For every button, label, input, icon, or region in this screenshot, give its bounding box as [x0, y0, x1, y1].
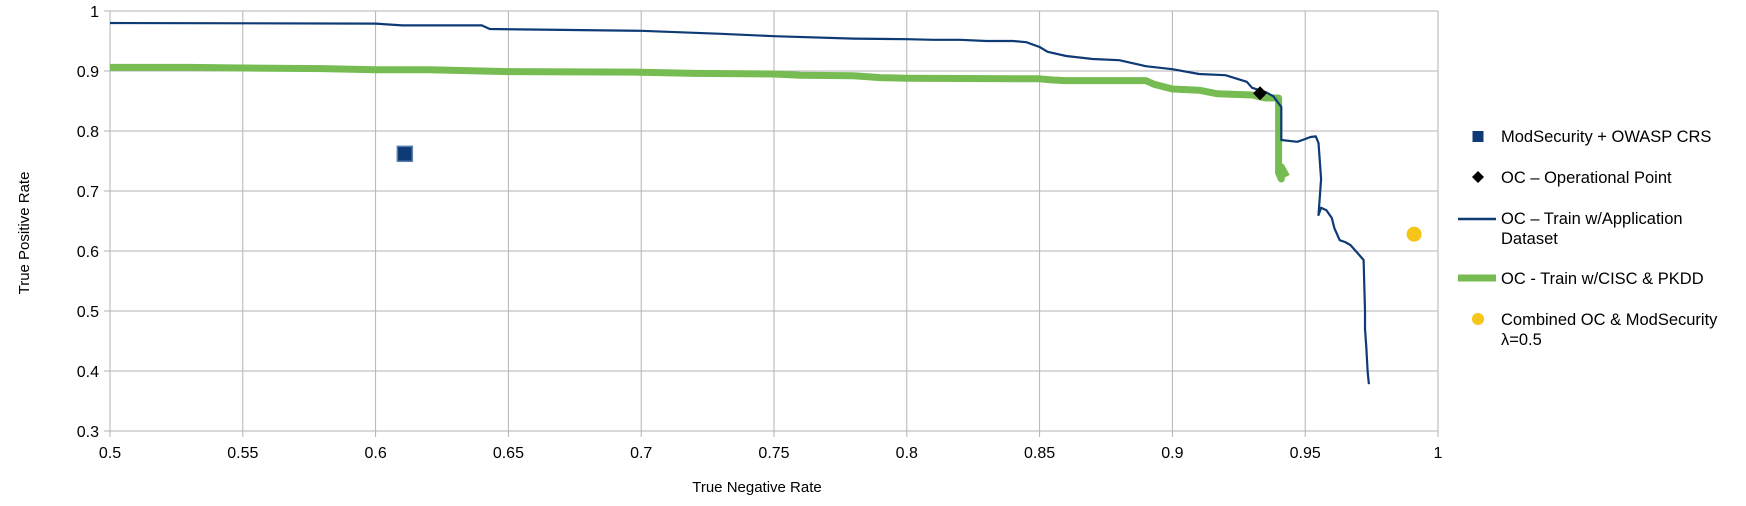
y-tick-label: 0.7: [77, 184, 99, 201]
legend-item-app-dataset: OC – Train w/Application Dataset: [1458, 210, 1683, 248]
legend-label-line2: Dataset: [1501, 230, 1558, 248]
legend-item-combined: Combined OC & ModSecurity λ=0.5: [1472, 311, 1718, 349]
legend-label: OC - Train w/CISC & PKDD: [1501, 270, 1704, 288]
legend-circle-marker: [1472, 313, 1484, 325]
y-axis-ticks: 0.3 0.4 0.5 0.6 0.7 0.8 0.9 1: [77, 4, 110, 441]
legend-item-modsecurity: ModSecurity + OWASP CRS: [1472, 128, 1711, 146]
x-tick-label: 0.6: [364, 445, 386, 462]
x-tick-label: 0.8: [896, 445, 918, 462]
legend-label: OC – Train w/Application: [1501, 210, 1683, 228]
legend-label-line2: λ=0.5: [1501, 331, 1542, 349]
point-operational: [1253, 86, 1268, 101]
y-tick-label: 0.9: [77, 64, 99, 81]
x-tick-label: 0.55: [227, 445, 258, 462]
point-modsecurity: [396, 145, 414, 163]
x-axis-title: True Negative Rate: [692, 479, 822, 496]
x-tick-label: 0.7: [630, 445, 652, 462]
y-tick-label: 1: [90, 4, 99, 21]
x-tick-label: 0.95: [1290, 445, 1321, 462]
legend-label: ModSecurity + OWASP CRS: [1501, 128, 1711, 146]
legend: ModSecurity + OWASP CRS OC – Operational…: [1458, 128, 1718, 349]
x-tick-label: 0.65: [493, 445, 524, 462]
x-axis-ticks: 0.5 0.55 0.6 0.65 0.7 0.75 0.8 0.85 0.9 0.95 1: [99, 431, 1443, 462]
x-tick-label: 0.9: [1161, 445, 1183, 462]
series-layer: [109, 21, 1422, 385]
legend-item-cisc-pkdd: OC - Train w/CISC & PKDD: [1458, 270, 1704, 288]
x-tick-label: 0.75: [758, 445, 789, 462]
series-line-cisc-pkdd: [110, 63, 1290, 183]
legend-item-operational-point: OC – Operational Point: [1472, 169, 1672, 187]
x-tick-label: 0.5: [99, 445, 121, 462]
x-tick-label: 1: [1434, 445, 1443, 462]
legend-label: Combined OC & ModSecurity: [1501, 311, 1718, 329]
y-axis-title: True Positive Rate: [16, 172, 33, 295]
point-combined: [1406, 226, 1422, 242]
y-tick-label: 0.4: [77, 364, 99, 381]
y-tick-label: 0.5: [77, 304, 99, 321]
legend-diamond-marker: [1472, 171, 1484, 183]
legend-label: OC – Operational Point: [1501, 169, 1672, 187]
y-tick-label: 0.3: [77, 424, 99, 441]
y-tick-label: 0.8: [77, 124, 99, 141]
legend-square-marker: [1472, 131, 1484, 142]
y-tick-label: 0.6: [77, 244, 99, 261]
x-tick-label: 0.85: [1024, 445, 1055, 462]
